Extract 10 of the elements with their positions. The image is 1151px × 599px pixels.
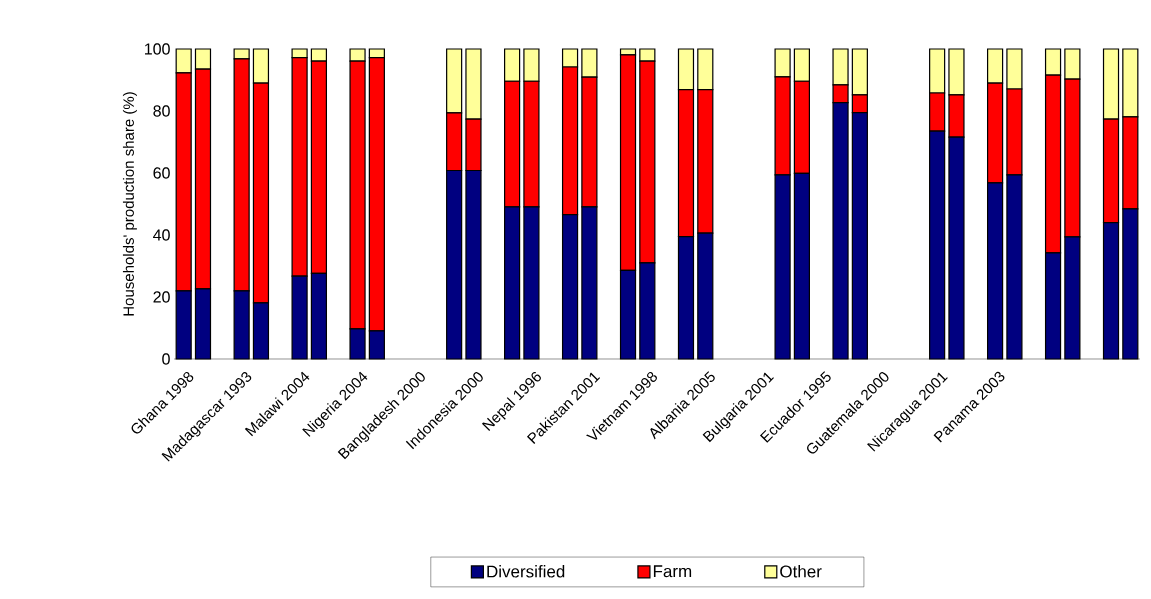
y-tick-label: 80 xyxy=(153,105,170,117)
y-axis-title: Households' production share (%) xyxy=(122,92,137,316)
y-tick-label: 60 xyxy=(153,167,170,179)
legend-label: Diversified xyxy=(487,565,565,578)
legend-label: Other xyxy=(780,565,822,578)
y-tick-label: 40 xyxy=(153,229,170,241)
y-tick-label: 100 xyxy=(145,43,170,55)
y-tick-label: 0 xyxy=(162,353,170,365)
legend-label: Farm xyxy=(653,565,692,578)
y-tick-label: 20 xyxy=(153,291,170,303)
